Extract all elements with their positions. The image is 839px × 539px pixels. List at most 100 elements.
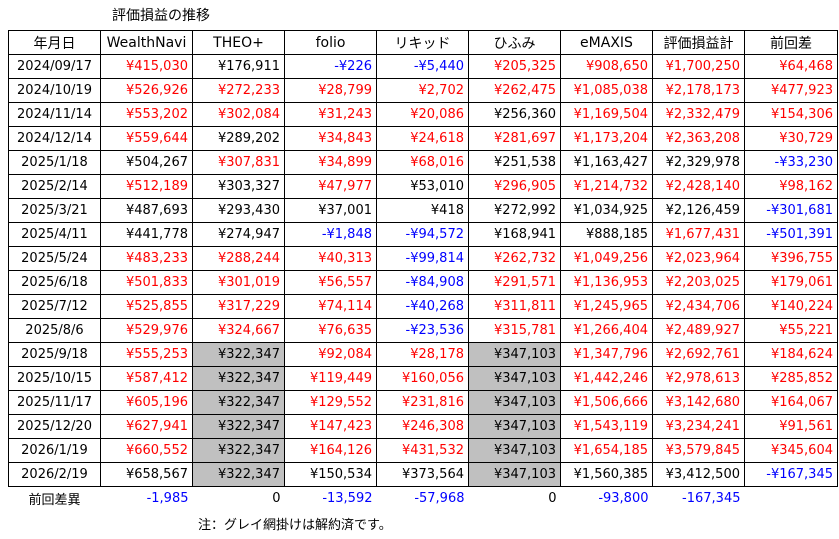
hifumi-cell: ¥205,325 xyxy=(468,54,561,79)
date-cell: 2025/10/15 xyxy=(8,366,101,391)
prev-diff-cell: -¥167,345 xyxy=(744,462,838,487)
table-row: 2025/11/17 ¥605,196 ¥322,347 ¥129,552 ¥231,8… xyxy=(8,390,838,415)
theo-cell: ¥301,019 xyxy=(192,270,285,295)
folio-cell: ¥28,799 xyxy=(284,78,377,103)
hifumi-cell: ¥347,103 xyxy=(468,342,561,367)
folio-cell: -¥226 xyxy=(284,54,377,79)
emaxis-cell: ¥1,034,925 xyxy=(560,198,653,223)
folio-cell: ¥56,557 xyxy=(284,270,377,295)
date-cell: 2024/09/17 xyxy=(8,54,101,79)
table-row: 2025/1/18 ¥504,267 ¥307,831 ¥34,899 ¥68,016 ¥… xyxy=(8,150,838,175)
liquid-cell: ¥20,086 xyxy=(376,102,469,127)
date-cell: 2025/4/11 xyxy=(8,222,101,247)
theo-cell: ¥289,202 xyxy=(192,126,285,151)
theo-cell: ¥324,667 xyxy=(192,318,285,343)
wealthnavi-cell: ¥553,202 xyxy=(100,102,193,127)
theo-cell: ¥322,347 xyxy=(192,390,285,415)
table-row: 2024/11/14 ¥553,202 ¥302,084 ¥31,243 ¥20,086… xyxy=(8,102,838,127)
prev-diff-cell: ¥55,221 xyxy=(744,318,838,343)
emaxis-cell: ¥1,266,404 xyxy=(560,318,653,343)
emaxis-diff-cell: -93,800 xyxy=(598,490,649,506)
total-cell: ¥2,692,761 xyxy=(652,342,745,367)
table-row: 2025/6/18 ¥501,833 ¥301,019 ¥56,557 -¥84,908… xyxy=(8,270,838,295)
prev-diff-cell: -¥33,230 xyxy=(744,150,838,175)
header-total: 評価損益計 xyxy=(652,30,745,55)
liquid-cell: -¥99,814 xyxy=(376,246,469,271)
table-row: 2025/12/20 ¥627,941 ¥322,347 ¥147,423 ¥246,3… xyxy=(8,414,838,439)
liquid-diff-cell: -57,968 xyxy=(414,490,465,506)
emaxis-cell: ¥1,085,038 xyxy=(560,78,653,103)
liquid-cell: ¥373,564 xyxy=(376,462,469,487)
total-cell: ¥3,142,680 xyxy=(652,390,745,415)
emaxis-cell: ¥1,245,965 xyxy=(560,294,653,319)
emaxis-cell: ¥1,136,953 xyxy=(560,270,653,295)
prev-diff-cell: ¥140,224 xyxy=(744,294,838,319)
liquid-cell: ¥418 xyxy=(376,198,469,223)
total-cell: ¥3,234,241 xyxy=(652,414,745,439)
total-cell: ¥1,677,431 xyxy=(652,222,745,247)
hifumi-cell: ¥291,571 xyxy=(468,270,561,295)
prev-diff-cell: ¥179,061 xyxy=(744,270,838,295)
folio-cell: ¥47,977 xyxy=(284,174,377,199)
hifumi-cell: ¥347,103 xyxy=(468,390,561,415)
total-diff-cell: -167,345 xyxy=(682,490,741,506)
total-cell: ¥2,978,613 xyxy=(652,366,745,391)
prev-diff-cell: ¥477,923 xyxy=(744,78,838,103)
date-cell: 2024/11/14 xyxy=(8,102,101,127)
table-row: 2024/09/17 ¥415,030 ¥176,911 -¥226 -¥5,440 ¥2… xyxy=(8,54,838,79)
liquid-cell: -¥84,908 xyxy=(376,270,469,295)
date-cell: 2026/1/19 xyxy=(8,438,101,463)
wealthnavi-cell: ¥501,833 xyxy=(100,270,193,295)
table-row: 2025/9/18 ¥555,253 ¥322,347 ¥92,084 ¥28,178 ¥… xyxy=(8,342,838,367)
prev-diff-cell: ¥285,852 xyxy=(744,366,838,391)
date-cell: 2024/12/14 xyxy=(8,126,101,151)
wealthnavi-cell: ¥415,030 xyxy=(100,54,193,79)
wealthnavi-diff-cell: -1,985 xyxy=(146,490,189,506)
liquid-cell: -¥40,268 xyxy=(376,294,469,319)
date-cell: 2025/5/24 xyxy=(8,246,101,271)
date-cell: 2025/9/18 xyxy=(8,342,101,367)
total-cell: ¥2,363,208 xyxy=(652,126,745,151)
wealthnavi-cell: ¥555,253 xyxy=(100,342,193,367)
emaxis-cell: ¥888,185 xyxy=(560,222,653,247)
header-liquid: リキッド xyxy=(376,30,469,55)
theo-cell: ¥272,233 xyxy=(192,78,285,103)
folio-cell: ¥40,313 xyxy=(284,246,377,271)
wealthnavi-cell: ¥526,926 xyxy=(100,78,193,103)
hifumi-cell: ¥281,697 xyxy=(468,126,561,151)
table-row: 2024/10/19 ¥526,926 ¥272,233 ¥28,799 ¥2,702 ¥… xyxy=(8,78,838,103)
theo-cell: ¥274,947 xyxy=(192,222,285,247)
date-cell: 2025/7/12 xyxy=(8,294,101,319)
evaluation-table: 年月日 WealthNavi THEO+ folio リキッド ひふみ eMAX… xyxy=(8,30,838,509)
emaxis-cell: ¥1,654,185 xyxy=(560,438,653,463)
emaxis-cell: ¥908,650 xyxy=(560,54,653,79)
diff-row: 前回差異 -1,985 0 -13,592 -57,968 0 -93,800 -167,34… xyxy=(9,487,838,510)
liquid-cell: ¥231,816 xyxy=(376,390,469,415)
prev-diff-cell: -¥301,681 xyxy=(744,198,838,223)
hifumi-cell: ¥262,732 xyxy=(468,246,561,271)
table-title: 評価損益の推移 xyxy=(112,8,210,24)
liquid-cell: ¥2,702 xyxy=(376,78,469,103)
wealthnavi-cell: ¥529,976 xyxy=(100,318,193,343)
theo-cell: ¥303,327 xyxy=(192,174,285,199)
hifumi-cell: ¥347,103 xyxy=(468,414,561,439)
date-cell: 2025/3/21 xyxy=(8,198,101,223)
table-row: 2026/2/19 ¥658,567 ¥322,347 ¥150,534 ¥373,56… xyxy=(8,462,838,487)
prev-diff-cell: ¥396,755 xyxy=(744,246,838,271)
folio-cell: -¥1,848 xyxy=(284,222,377,247)
liquid-cell: ¥28,178 xyxy=(376,342,469,367)
hifumi-diff-cell: 0 xyxy=(548,490,557,506)
date-cell: 2024/10/19 xyxy=(8,78,101,103)
emaxis-cell: ¥1,214,732 xyxy=(560,174,653,199)
table-row: 2025/7/12 ¥525,855 ¥317,229 ¥74,114 -¥40,268… xyxy=(8,294,838,319)
hifumi-cell: ¥311,811 xyxy=(468,294,561,319)
wealthnavi-cell: ¥504,267 xyxy=(100,150,193,175)
prev-diff-cell: ¥164,067 xyxy=(744,390,838,415)
prev-diff-cell: ¥64,468 xyxy=(744,54,838,79)
date-cell: 2025/6/18 xyxy=(8,270,101,295)
table-row: 2024/12/14 ¥559,644 ¥289,202 ¥34,843 ¥24,618… xyxy=(8,126,838,151)
total-cell: ¥2,203,025 xyxy=(652,270,745,295)
liquid-cell: ¥53,010 xyxy=(376,174,469,199)
liquid-cell: ¥431,532 xyxy=(376,438,469,463)
hifumi-cell: ¥272,992 xyxy=(468,198,561,223)
